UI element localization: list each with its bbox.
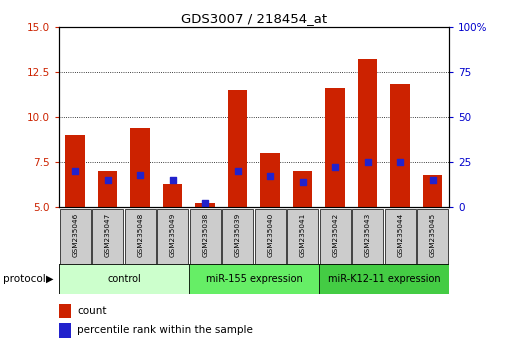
Text: GSM235040: GSM235040 <box>267 213 273 257</box>
FancyBboxPatch shape <box>287 209 318 264</box>
Bar <box>98 171 117 207</box>
Bar <box>195 204 215 207</box>
Text: miR-K12-11 expression: miR-K12-11 expression <box>328 274 440 284</box>
Point <box>331 165 339 170</box>
Point <box>364 159 372 165</box>
Point <box>201 201 209 206</box>
FancyBboxPatch shape <box>417 209 448 264</box>
Point <box>136 172 144 177</box>
Bar <box>261 153 280 207</box>
Bar <box>423 175 442 207</box>
Point <box>169 177 177 183</box>
Text: GSM235048: GSM235048 <box>137 213 143 257</box>
Bar <box>293 171 312 207</box>
Text: miR-155 expression: miR-155 expression <box>206 274 302 284</box>
Text: GSM235039: GSM235039 <box>234 213 241 257</box>
Text: GSM235047: GSM235047 <box>105 213 111 257</box>
Point <box>233 168 242 174</box>
Title: GDS3007 / 218454_at: GDS3007 / 218454_at <box>181 12 327 25</box>
FancyBboxPatch shape <box>190 209 221 264</box>
Bar <box>66 135 85 207</box>
Bar <box>228 90 247 207</box>
FancyBboxPatch shape <box>319 264 449 294</box>
Text: GSM235044: GSM235044 <box>397 213 403 257</box>
Text: ▶: ▶ <box>46 274 54 284</box>
Text: percentile rank within the sample: percentile rank within the sample <box>77 325 253 336</box>
Text: GSM235049: GSM235049 <box>170 213 176 257</box>
FancyBboxPatch shape <box>157 209 188 264</box>
Text: protocol: protocol <box>3 274 45 284</box>
FancyBboxPatch shape <box>59 264 189 294</box>
Text: count: count <box>77 306 107 316</box>
Bar <box>163 184 183 207</box>
Point <box>428 177 437 183</box>
FancyBboxPatch shape <box>125 209 156 264</box>
FancyBboxPatch shape <box>352 209 383 264</box>
FancyBboxPatch shape <box>254 209 286 264</box>
Bar <box>130 128 150 207</box>
Point <box>71 168 80 174</box>
Bar <box>325 88 345 207</box>
FancyBboxPatch shape <box>222 209 253 264</box>
FancyBboxPatch shape <box>189 264 319 294</box>
Text: GSM235043: GSM235043 <box>365 213 371 257</box>
FancyBboxPatch shape <box>385 209 416 264</box>
Text: GSM235042: GSM235042 <box>332 213 338 257</box>
Text: GSM235045: GSM235045 <box>429 213 436 257</box>
Point <box>396 159 404 165</box>
Text: GSM235041: GSM235041 <box>300 213 306 257</box>
FancyBboxPatch shape <box>320 209 351 264</box>
Bar <box>59 304 71 319</box>
Point <box>266 173 274 179</box>
Point <box>299 179 307 185</box>
Bar <box>358 59 378 207</box>
Text: control: control <box>107 274 141 284</box>
Text: GSM235046: GSM235046 <box>72 213 78 257</box>
Point <box>104 177 112 183</box>
FancyBboxPatch shape <box>60 209 91 264</box>
Text: GSM235038: GSM235038 <box>202 213 208 257</box>
Bar <box>390 84 410 207</box>
FancyBboxPatch shape <box>92 209 123 264</box>
Bar <box>59 323 71 338</box>
